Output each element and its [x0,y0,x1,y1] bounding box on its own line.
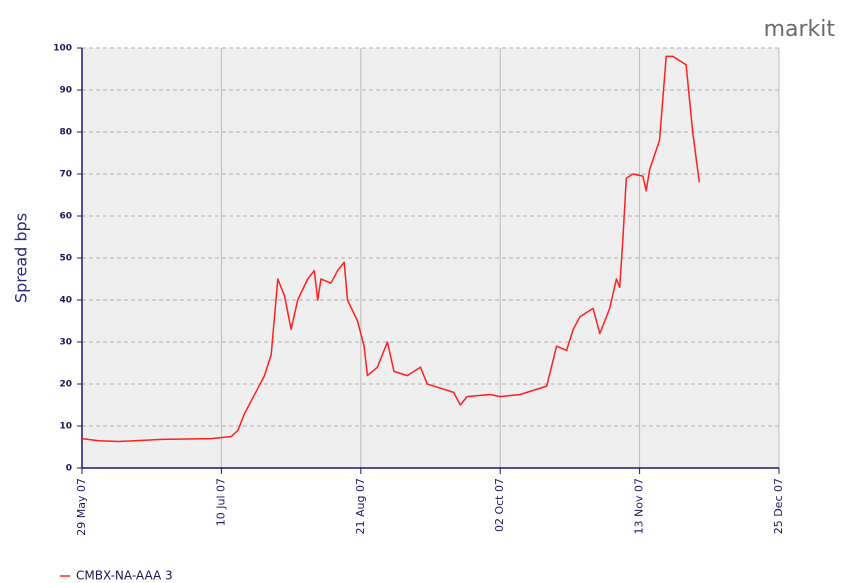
y-tick-label: 60 [59,212,72,222]
y-tick-label: 0 [66,464,72,474]
plot-area [82,48,779,468]
y-tick-label: 80 [59,128,72,138]
y-tick-label: 10 [59,422,72,432]
x-tick-label: 25 Dec 07 [772,478,785,534]
y-axis-label: Spread bps [12,213,31,303]
legend-label: CMBX-NA-AAA 3 [76,569,173,583]
x-tick-label: 02 Oct 07 [493,478,506,532]
y-tick-label: 100 [53,44,72,54]
x-tick-label: 29 May 07 [75,478,88,536]
x-tick-label: 21 Aug 07 [354,478,367,534]
y-tick-label: 90 [59,86,72,96]
logo: markit [764,17,836,42]
x-tick-label: 10 Jul 07 [214,478,227,526]
y-tick-label: 20 [59,380,72,390]
y-tick-label: 50 [59,254,72,264]
line-series [81,55,701,443]
y-tick-label: 70 [59,170,72,180]
x-tick-label: 13 Nov 07 [633,478,646,534]
y-tick-label: 40 [59,296,72,306]
y-tick-label: 30 [59,338,72,348]
